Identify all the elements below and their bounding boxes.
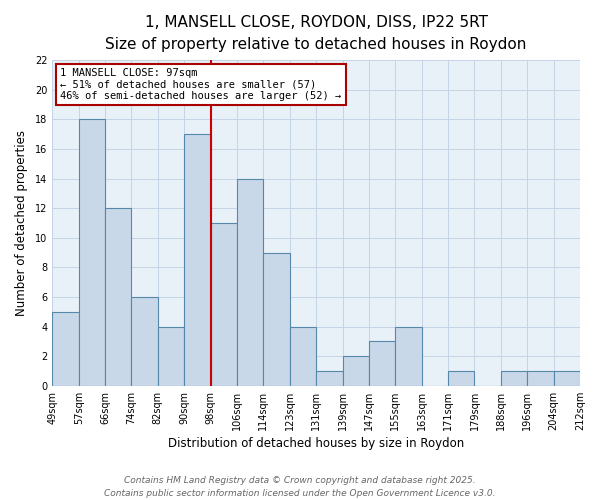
Bar xyxy=(395,326,422,386)
Bar xyxy=(184,134,211,386)
Bar xyxy=(263,252,290,386)
Bar xyxy=(52,312,79,386)
Y-axis label: Number of detached properties: Number of detached properties xyxy=(15,130,28,316)
Bar xyxy=(131,297,158,386)
Bar xyxy=(554,371,580,386)
Bar xyxy=(237,178,263,386)
Bar xyxy=(343,356,369,386)
X-axis label: Distribution of detached houses by size in Roydon: Distribution of detached houses by size … xyxy=(168,437,464,450)
Bar xyxy=(105,208,131,386)
Bar xyxy=(527,371,554,386)
Bar xyxy=(79,120,105,386)
Bar xyxy=(211,223,237,386)
Bar xyxy=(316,371,343,386)
Bar xyxy=(448,371,475,386)
Bar xyxy=(501,371,527,386)
Bar xyxy=(369,342,395,386)
Title: 1, MANSELL CLOSE, ROYDON, DISS, IP22 5RT
Size of property relative to detached h: 1, MANSELL CLOSE, ROYDON, DISS, IP22 5RT… xyxy=(106,15,527,52)
Bar xyxy=(158,326,184,386)
Text: Contains HM Land Registry data © Crown copyright and database right 2025.
Contai: Contains HM Land Registry data © Crown c… xyxy=(104,476,496,498)
Bar xyxy=(290,326,316,386)
Text: 1 MANSELL CLOSE: 97sqm
← 51% of detached houses are smaller (57)
46% of semi-det: 1 MANSELL CLOSE: 97sqm ← 51% of detached… xyxy=(60,68,341,101)
